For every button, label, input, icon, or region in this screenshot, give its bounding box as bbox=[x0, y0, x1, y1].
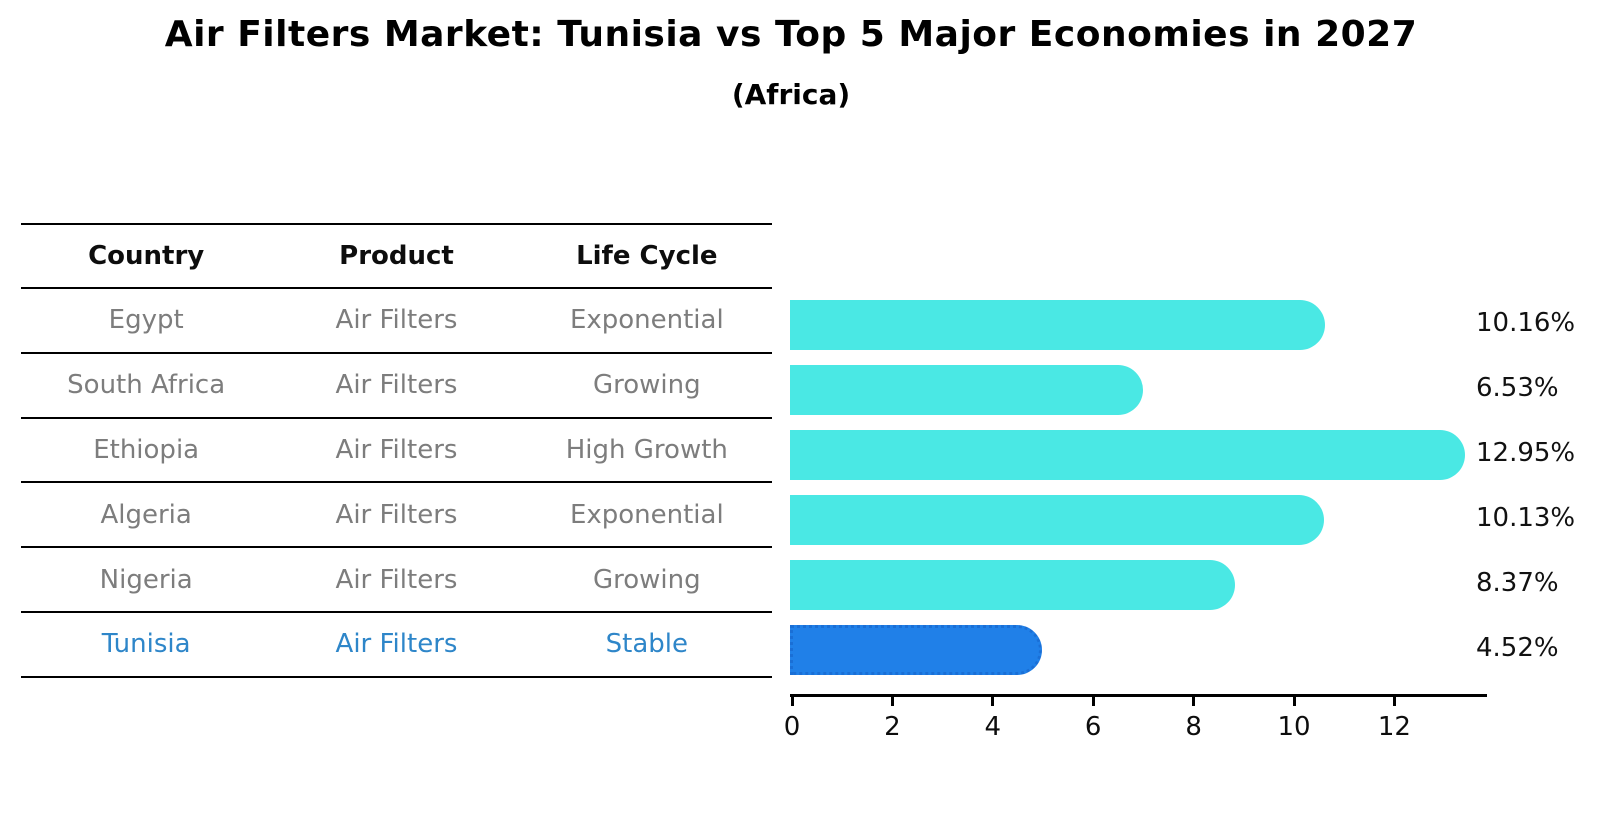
table-header-product: Product bbox=[339, 241, 454, 271]
value-label-nigeria: 8.37% bbox=[1476, 567, 1559, 598]
x-tick-label-4: 4 bbox=[984, 712, 1002, 742]
table-body: Egypt Air Filters Exponential South Africa A… bbox=[21, 289, 772, 678]
value-label-south-africa: 6.53% bbox=[1476, 372, 1559, 403]
country-cell: Egypt bbox=[108, 305, 184, 336]
table-row-ethiopia: Ethiopia Air Filters High Growth bbox=[21, 419, 772, 484]
country-cell: Nigeria bbox=[99, 564, 193, 595]
x-tick-mark-4 bbox=[991, 697, 995, 706]
x-tick-mark-2 bbox=[890, 697, 894, 706]
country-cell: Ethiopia bbox=[93, 434, 200, 465]
x-tick-label-10: 10 bbox=[1277, 712, 1311, 742]
x-tick-label-0: 0 bbox=[783, 712, 801, 742]
value-label-algeria: 10.13% bbox=[1476, 502, 1576, 533]
chart-subtitle: (Africa) bbox=[731, 78, 851, 111]
x-tick-label-2: 2 bbox=[884, 712, 901, 742]
product-cell: Air Filters bbox=[335, 629, 458, 660]
x-tick-mark-0 bbox=[790, 697, 794, 706]
table-header-country: Country bbox=[88, 241, 205, 271]
product-cell: Air Filters bbox=[335, 499, 458, 530]
x-axis-line bbox=[790, 694, 1487, 697]
bar-ethiopia bbox=[790, 429, 1466, 480]
country-table: Country Product Life Cycle Egypt Air Filt… bbox=[21, 223, 772, 678]
bar-south-africa bbox=[790, 364, 1143, 415]
chart-title: Air Filters Market: Tunisia vs Top 5 Maj… bbox=[164, 14, 1418, 55]
product-cell: Air Filters bbox=[335, 370, 458, 401]
bar-algeria bbox=[790, 494, 1324, 545]
life-cycle-cell: Exponential bbox=[569, 499, 724, 530]
x-tick-label-8: 8 bbox=[1185, 712, 1202, 742]
x-tick-label-12: 12 bbox=[1377, 712, 1411, 742]
table-row-tunisia: Tunisia Air Filters Stable bbox=[21, 613, 772, 678]
life-cycle-cell: Growing bbox=[592, 370, 701, 401]
table-row-nigeria: Nigeria Air Filters Growing bbox=[21, 548, 772, 613]
x-tick-mark-10 bbox=[1292, 697, 1296, 706]
product-cell: Air Filters bbox=[335, 434, 458, 465]
product-cell: Air Filters bbox=[335, 305, 458, 336]
x-tick-label-6: 6 bbox=[1084, 712, 1102, 742]
x-tick-mark-12 bbox=[1392, 697, 1396, 706]
country-cell: Algeria bbox=[100, 499, 192, 530]
x-tick-mark-6 bbox=[1091, 697, 1095, 706]
table-header-row: Country Product Life Cycle bbox=[21, 225, 772, 289]
life-cycle-cell: Stable bbox=[605, 629, 688, 660]
x-tick-mark-8 bbox=[1192, 697, 1196, 706]
product-cell: Air Filters bbox=[335, 564, 458, 595]
table-row-algeria: Algeria Air Filters Exponential bbox=[21, 483, 772, 549]
table-row-south-africa: South Africa Air Filters Growing bbox=[21, 354, 772, 419]
life-cycle-cell: High Growth bbox=[565, 434, 728, 465]
table-row-egypt: Egypt Air Filters Exponential bbox=[21, 289, 772, 354]
value-label-ethiopia: 12.95% bbox=[1476, 437, 1576, 468]
value-label-egypt: 10.16% bbox=[1476, 307, 1576, 338]
bar-tunisia bbox=[790, 625, 1042, 675]
bar-egypt bbox=[790, 299, 1326, 350]
life-cycle-cell: Growing bbox=[592, 564, 701, 595]
table-header-life-cycle: Life Cycle bbox=[576, 241, 718, 271]
bar-nigeria bbox=[790, 559, 1236, 610]
value-label-tunisia: 4.52% bbox=[1476, 633, 1559, 663]
country-cell: Tunisia bbox=[101, 629, 191, 660]
country-cell: South Africa bbox=[67, 370, 226, 401]
life-cycle-cell: Exponential bbox=[569, 305, 724, 336]
